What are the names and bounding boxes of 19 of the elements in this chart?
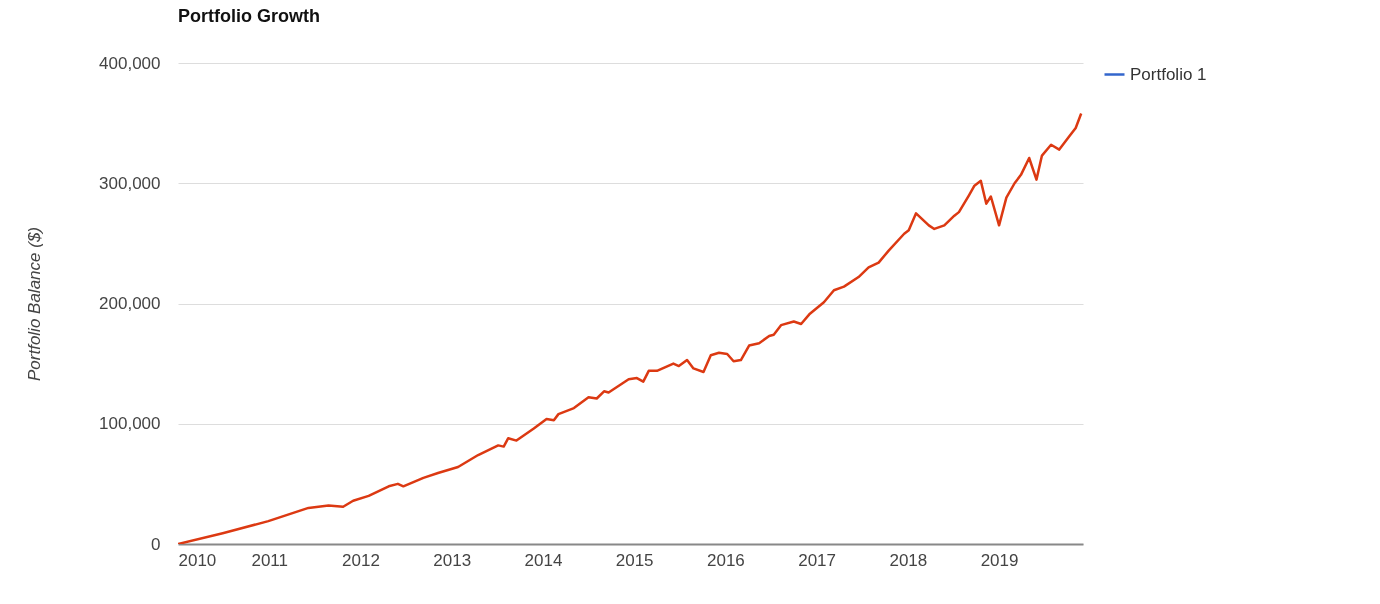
x-tick-label: 2017: [798, 550, 837, 570]
x-tick-label: 2011: [251, 550, 289, 570]
x-tick-label: 2013: [433, 550, 472, 570]
chart-title: Portfolio Growth: [178, 6, 320, 26]
y-tick-label: 300,000: [99, 173, 161, 193]
x-tick-label: 2014: [524, 550, 563, 570]
y-axis-title: Portfolio Balance ($): [25, 226, 45, 382]
y-tick-label: 400,000: [99, 53, 161, 73]
y-tick-label: 200,000: [99, 294, 161, 313]
x-tick-label: 2019: [980, 550, 1019, 570]
x-tick-label: 2015: [615, 550, 654, 570]
x-tick-label: 2016: [706, 550, 745, 570]
legend-label: Portfolio 1: [1130, 64, 1207, 84]
x-tick-label: 2010: [178, 550, 217, 570]
x-tick-label: 2012: [342, 550, 380, 570]
y-tick-label: 0: [151, 534, 161, 554]
x-tick-label: 2018: [889, 550, 928, 570]
line-series: [178, 112, 1083, 544]
y-tick-label: 100,000: [99, 414, 161, 434]
